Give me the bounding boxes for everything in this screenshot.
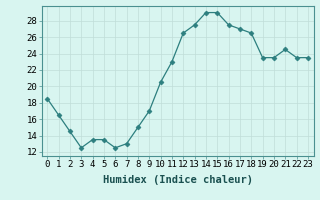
X-axis label: Humidex (Indice chaleur): Humidex (Indice chaleur)	[103, 175, 252, 185]
